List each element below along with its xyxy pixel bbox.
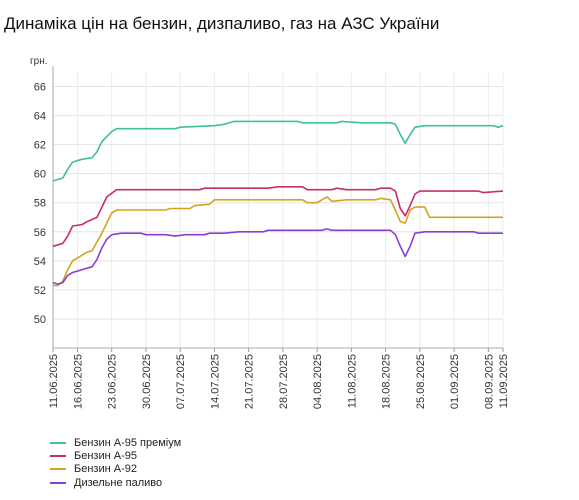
- legend-item: Бензин А-92: [50, 463, 181, 476]
- x-tick-label: 16.06.2025: [72, 354, 84, 409]
- y-tick-label: 62: [34, 140, 46, 152]
- legend-label: Бензин А-95: [74, 449, 137, 462]
- y-axis-ticks: 50 52 54 56 58 60 62 64 66: [34, 82, 46, 326]
- x-tick-label: 11.09.2025: [498, 354, 510, 408]
- x-tick-label: 07.07.2025: [175, 354, 187, 409]
- y-tick-label: 56: [34, 227, 46, 239]
- y-tick-label: 50: [34, 314, 46, 326]
- x-tick-label: 01.09.2025: [449, 354, 461, 409]
- axes: [52, 66, 504, 352]
- line-chart: 50 52 54 56 58 60 62 64 66 11.06.2025 16.06.2025 2…: [34, 66, 510, 409]
- series-line-1: [52, 120, 504, 182]
- legend-item: Бензин А-95: [50, 449, 181, 462]
- x-tick-label: 04.08.2025: [312, 354, 324, 409]
- chart-legend: Бензин А-95 преміум Бензин А-95 Бензин А-9…: [50, 436, 181, 489]
- y-tick-label: 66: [34, 82, 46, 94]
- x-tick-label: 30.06.2025: [141, 354, 153, 409]
- x-tick-label: 28.07.2025: [278, 354, 290, 409]
- x-tick-label: 11.08.2025: [346, 354, 358, 408]
- x-tick-label: 21.07.2025: [244, 354, 256, 409]
- x-tick-label: 14.07.2025: [209, 354, 221, 409]
- y-tick-label: 52: [34, 285, 46, 297]
- legend-swatch: [50, 441, 66, 444]
- y-tick-label: 54: [34, 256, 46, 268]
- y-tick-label: 60: [34, 169, 46, 181]
- series-line-4: [52, 228, 503, 285]
- x-tick-label: 23.06.2025: [107, 354, 119, 409]
- legend-swatch: [50, 468, 66, 471]
- x-tick-label: 08.09.2025: [483, 354, 495, 409]
- page-title: Динаміка цін на бензин, дизпаливо, газ н…: [4, 14, 440, 33]
- legend-label: Бензин А-95 преміум: [74, 436, 182, 449]
- series-line-3: [53, 196, 503, 287]
- legend-swatch: [50, 454, 66, 457]
- x-axis-ticks: 11.06.2025 16.06.2025 23.06.2025 30.06.2025…: [48, 354, 510, 409]
- legend-swatch: [50, 481, 66, 484]
- x-tick-label: 18.08.2025: [381, 354, 393, 409]
- legend-label: Дизельне паливо: [74, 476, 163, 489]
- y-tick-label: 58: [34, 198, 46, 210]
- legend-item: Дизельне паливо: [50, 476, 181, 489]
- y-axis-label: грн.: [30, 56, 48, 67]
- legend-label: Бензин А-92: [74, 463, 137, 476]
- x-tick-label: 11.06.2025: [48, 354, 60, 408]
- x-tick-label: 25.08.2025: [415, 354, 427, 409]
- series-line-2: [52, 186, 504, 248]
- y-tick-label: 64: [34, 111, 46, 123]
- legend-item: Бензин А-95 преміум: [50, 436, 181, 449]
- series-lines: [52, 120, 504, 287]
